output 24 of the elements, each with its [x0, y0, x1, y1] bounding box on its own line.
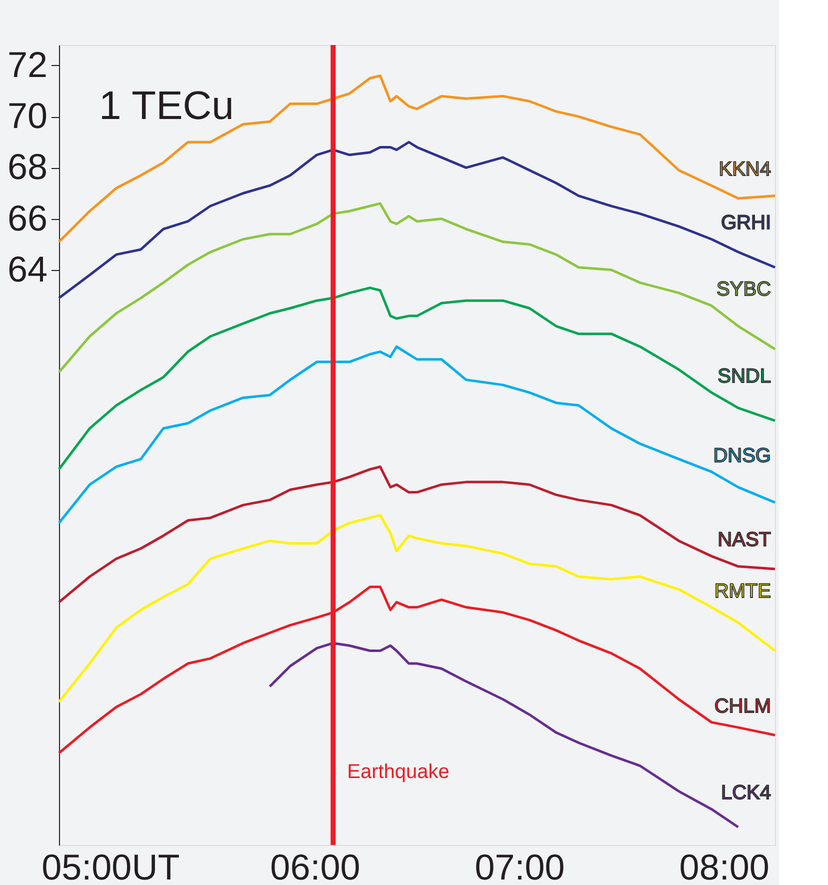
line-series — [58, 140, 776, 300]
series-label: RMTE — [714, 580, 771, 602]
ref-line-label: Earthquake — [347, 761, 450, 783]
series-label: GRHI — [721, 212, 771, 234]
series-label: LCK4 — [720, 782, 771, 804]
annotation: 1 TECu — [99, 84, 234, 128]
line-series — [58, 345, 776, 524]
series-label: DNSG — [713, 444, 771, 467]
series-label: NAST — [718, 529, 771, 552]
line-series — [58, 74, 776, 244]
x-tick-label: 05:00UT — [42, 846, 180, 885]
x-tick-label: 06:00 — [270, 846, 360, 885]
y-tick-label: 72 — [7, 44, 48, 85]
line-series — [58, 465, 776, 604]
series-label: CHLM — [714, 695, 771, 718]
y-tick-label: 68 — [7, 146, 48, 188]
y-tick-label: 64 — [7, 248, 48, 290]
series-label: SNDL — [718, 366, 771, 388]
y-tick-label: 70 — [7, 95, 48, 136]
x-tick-label: 08:00 — [679, 846, 770, 885]
y-tick-label: 66 — [7, 197, 48, 238]
series-label: SYBC — [716, 278, 771, 301]
x-tick-label: 07:00 — [474, 846, 565, 885]
series-label: KKN4 — [718, 158, 771, 181]
